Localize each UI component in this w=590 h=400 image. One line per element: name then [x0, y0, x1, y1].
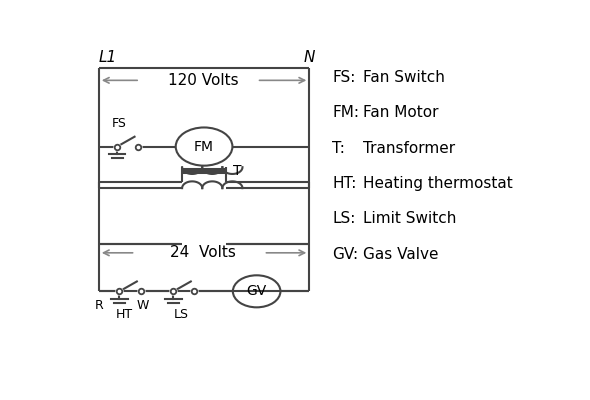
- Text: FM: FM: [194, 140, 214, 154]
- Text: LS:: LS:: [332, 212, 355, 226]
- Text: FM:: FM:: [332, 105, 359, 120]
- Text: HT:: HT:: [332, 176, 356, 191]
- Text: T:: T:: [332, 141, 345, 156]
- Text: L1: L1: [99, 50, 117, 65]
- Text: 24  Volts: 24 Volts: [170, 245, 236, 260]
- Text: Transformer: Transformer: [363, 141, 455, 156]
- Text: W: W: [137, 299, 149, 312]
- Text: Fan Switch: Fan Switch: [363, 70, 445, 85]
- Text: GV:: GV:: [332, 247, 358, 262]
- Text: LS: LS: [174, 308, 189, 321]
- Text: FS:: FS:: [332, 70, 355, 85]
- Text: HT: HT: [116, 308, 133, 321]
- Text: Gas Valve: Gas Valve: [363, 247, 439, 262]
- Text: Fan Motor: Fan Motor: [363, 105, 439, 120]
- Text: 120 Volts: 120 Volts: [168, 73, 238, 88]
- Text: R: R: [94, 299, 103, 312]
- Text: GV: GV: [247, 284, 267, 298]
- Text: Limit Switch: Limit Switch: [363, 212, 457, 226]
- Text: Heating thermostat: Heating thermostat: [363, 176, 513, 191]
- Text: FS: FS: [112, 117, 127, 130]
- Text: T: T: [233, 164, 241, 178]
- Text: N: N: [303, 50, 315, 65]
